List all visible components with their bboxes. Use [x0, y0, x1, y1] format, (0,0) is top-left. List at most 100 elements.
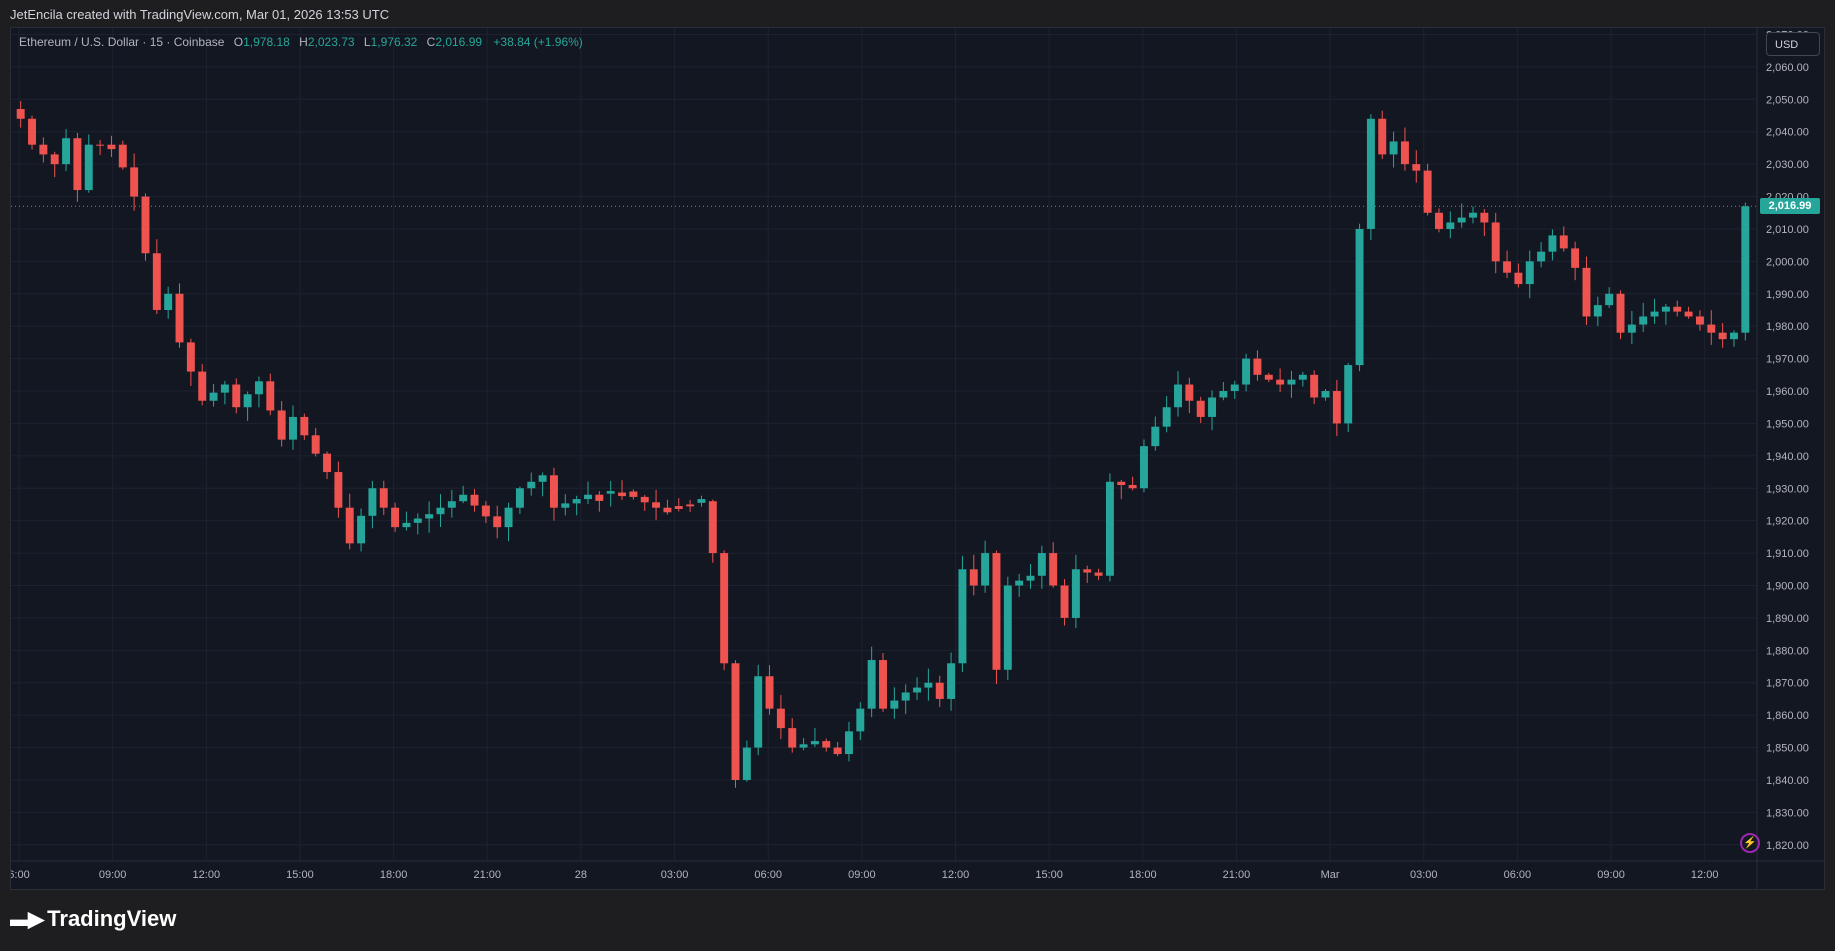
candle-body [1219, 391, 1228, 398]
close-value: 2,016.99 [435, 35, 483, 49]
candle-body [323, 453, 331, 473]
candle-body [436, 507, 445, 515]
candle-body [220, 384, 229, 393]
x-tick-label: 09:00 [848, 869, 876, 881]
candle-body [1412, 164, 1421, 171]
y-tick-label: 1,990.00 [1766, 289, 1809, 301]
candle-body [277, 410, 286, 440]
y-tick-label: 2,030.00 [1766, 159, 1809, 171]
candle-body [879, 660, 887, 709]
x-tick-label: 15:00 [286, 869, 314, 881]
candle-body [266, 381, 275, 411]
low-value: 1,976.32 [370, 35, 418, 49]
candle-body [1230, 384, 1239, 392]
candle-body [1593, 305, 1602, 317]
candle-body [1128, 485, 1137, 489]
candle-body [1355, 228, 1364, 366]
chart-frame[interactable]: Ethereum / U.S. Dollar · 15 · Coinbase O… [10, 27, 1825, 890]
candle-body [1151, 426, 1160, 447]
x-tick-label: 09:00 [1597, 869, 1625, 881]
candle-body [833, 747, 842, 755]
candle-body [1695, 316, 1704, 325]
candle-body [186, 342, 195, 372]
candle-body [345, 507, 354, 544]
candle-body [470, 494, 479, 506]
candle-body [708, 501, 717, 554]
candle-body [1196, 400, 1205, 417]
candle-body [1469, 212, 1477, 218]
candle-body [1627, 324, 1636, 333]
candle-body [1605, 293, 1614, 306]
candle-body [844, 731, 853, 755]
y-tick-label: 1,890.00 [1766, 613, 1809, 625]
candle-body [652, 502, 661, 508]
candle-body [391, 507, 400, 528]
y-tick-label: 2,060.00 [1766, 62, 1809, 74]
candle-body [1060, 585, 1069, 618]
candle-body [618, 492, 627, 497]
candle-body [1253, 358, 1262, 375]
candle-body [561, 503, 570, 508]
candle-body [1673, 306, 1682, 312]
candle-body [1423, 170, 1432, 213]
candle-body [300, 416, 309, 436]
currency-button[interactable]: USD [1766, 32, 1820, 56]
candle-body [515, 488, 524, 508]
candle-body [595, 494, 604, 501]
candle-body [1514, 272, 1523, 285]
symbol-title[interactable]: Ethereum / U.S. Dollar · 15 · Coinbase [19, 35, 225, 49]
candle-body [742, 747, 751, 780]
candle-body [413, 518, 422, 523]
candle-body [981, 553, 990, 586]
candle-body [629, 491, 638, 497]
candle-body [549, 475, 558, 508]
candle-body [1174, 384, 1182, 408]
y-tick-label: 1,950.00 [1766, 418, 1809, 430]
candle-body [754, 676, 763, 748]
x-tick-label: 18:00 [380, 869, 408, 881]
candle-body [164, 293, 173, 310]
x-tick-label: 06:00 [1504, 869, 1532, 881]
candle-body [935, 682, 944, 699]
candle-body [1344, 365, 1353, 424]
candle-body [493, 516, 502, 528]
high-value: 2,023.73 [307, 35, 355, 49]
attribution-text: JetEncila created with TradingView.com, … [10, 7, 390, 22]
change-value: +38.84 (+1.96%) [493, 35, 583, 49]
candle-body [1015, 580, 1024, 586]
lightning-icon[interactable]: ⚡ [1740, 833, 1760, 853]
candle-body [1037, 553, 1046, 576]
candle-body [1707, 324, 1716, 333]
candle-body [992, 553, 1001, 670]
candle-body [697, 499, 706, 503]
candle-body [958, 569, 967, 664]
x-tick-label: 06:00 [754, 869, 782, 881]
close-label: C [426, 35, 436, 49]
x-tick-label: 21:00 [1223, 869, 1251, 881]
x-tick-label: 03:00 [661, 869, 689, 881]
candle-body [357, 515, 366, 544]
candle-body [73, 138, 82, 191]
candle-body [1026, 575, 1035, 581]
candle-body [1264, 374, 1273, 380]
candlestick-chart[interactable]: 2,070.002,060.002,050.002,040.002,030.00… [11, 28, 1824, 889]
candle-body [799, 744, 808, 748]
candle-body [1548, 235, 1557, 252]
candle-body [1741, 206, 1750, 333]
x-tick-label: 12:00 [942, 869, 970, 881]
candle-body [1310, 374, 1319, 398]
candle-body [572, 499, 581, 504]
low-label: L [363, 35, 371, 49]
candle-body [1185, 384, 1194, 401]
y-tick-label: 2,010.00 [1766, 224, 1809, 236]
candle-body [1480, 212, 1489, 223]
candle-body [1287, 379, 1296, 385]
candle-body [584, 494, 592, 500]
candle-body [39, 144, 48, 155]
candle-body [96, 144, 105, 146]
tradingview-logo[interactable]: ▬▶ TradingView [10, 906, 176, 932]
candle-body [107, 144, 116, 150]
candle-body [368, 488, 377, 516]
candle-body [606, 491, 615, 494]
candle-body [130, 167, 139, 197]
